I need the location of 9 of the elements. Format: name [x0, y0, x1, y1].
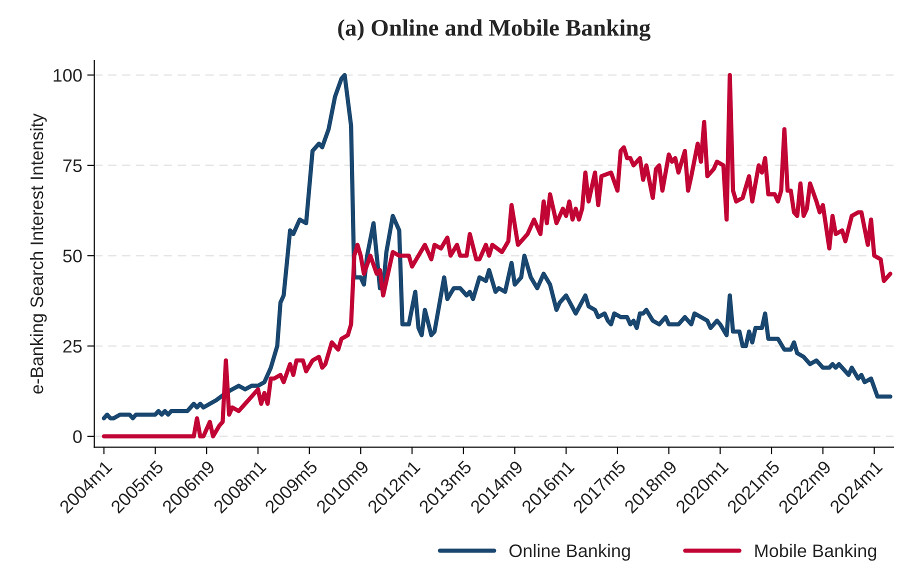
y-tick-label: 25: [63, 340, 82, 353]
legend-label: Mobile Banking: [755, 544, 876, 561]
y-tick-label: 50: [63, 250, 82, 262]
chart-title: (a) Online and Mobile Banking: [338, 19, 650, 41]
legend-label: Online Banking: [509, 544, 630, 561]
y-tick-label: 100: [54, 68, 82, 82]
y-tick-label: 75: [63, 159, 82, 172]
y-axis-title: e-Banking Search Interest Intensity: [30, 113, 47, 394]
y-tick-label: 0: [73, 430, 82, 444]
